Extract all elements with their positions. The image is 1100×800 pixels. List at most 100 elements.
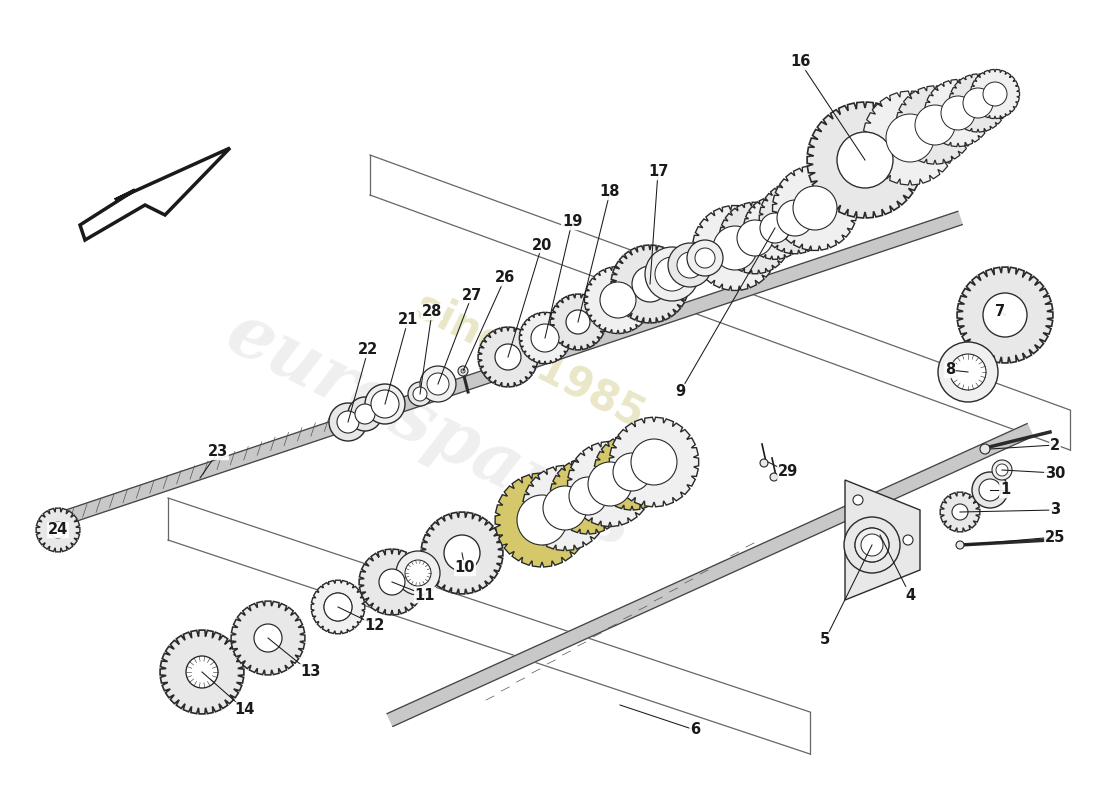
Circle shape bbox=[632, 266, 668, 302]
Text: 1: 1 bbox=[1000, 482, 1010, 498]
Circle shape bbox=[760, 213, 790, 243]
Circle shape bbox=[329, 403, 367, 441]
Text: 28: 28 bbox=[421, 305, 442, 319]
Polygon shape bbox=[845, 480, 920, 600]
Text: 7: 7 bbox=[994, 305, 1005, 319]
Text: 22: 22 bbox=[358, 342, 378, 358]
Circle shape bbox=[254, 624, 282, 652]
Circle shape bbox=[852, 495, 864, 505]
Circle shape bbox=[324, 593, 352, 621]
Text: 10: 10 bbox=[454, 561, 475, 575]
Circle shape bbox=[379, 569, 405, 595]
Circle shape bbox=[668, 243, 712, 287]
Circle shape bbox=[938, 342, 998, 402]
Circle shape bbox=[777, 200, 813, 236]
Polygon shape bbox=[970, 70, 1020, 118]
Circle shape bbox=[688, 240, 723, 276]
Circle shape bbox=[676, 252, 703, 278]
Circle shape bbox=[531, 324, 559, 352]
Polygon shape bbox=[231, 601, 305, 675]
Circle shape bbox=[600, 282, 636, 318]
Polygon shape bbox=[421, 512, 503, 594]
Circle shape bbox=[855, 528, 889, 562]
Polygon shape bbox=[568, 442, 652, 526]
Circle shape bbox=[50, 522, 66, 538]
Circle shape bbox=[613, 453, 651, 491]
Polygon shape bbox=[387, 424, 1033, 726]
Text: 11: 11 bbox=[415, 587, 436, 602]
Circle shape bbox=[979, 479, 1001, 501]
Polygon shape bbox=[522, 466, 607, 550]
Text: 19: 19 bbox=[562, 214, 582, 230]
Polygon shape bbox=[940, 492, 980, 532]
Text: 12: 12 bbox=[365, 618, 385, 633]
Circle shape bbox=[337, 411, 359, 433]
Text: 4: 4 bbox=[905, 587, 915, 602]
Circle shape bbox=[760, 459, 768, 467]
Polygon shape bbox=[495, 473, 588, 567]
Text: 24: 24 bbox=[48, 522, 68, 538]
Text: 27: 27 bbox=[462, 287, 482, 302]
Circle shape bbox=[844, 517, 900, 573]
Circle shape bbox=[996, 464, 1008, 476]
Polygon shape bbox=[311, 580, 365, 634]
Circle shape bbox=[517, 495, 566, 545]
Circle shape bbox=[324, 593, 352, 621]
Circle shape bbox=[983, 82, 1006, 106]
Circle shape bbox=[972, 472, 1008, 508]
Circle shape bbox=[770, 473, 778, 481]
Circle shape bbox=[371, 390, 399, 418]
Text: eurospares: eurospares bbox=[214, 297, 646, 563]
Circle shape bbox=[837, 132, 893, 188]
Circle shape bbox=[952, 504, 968, 520]
Polygon shape bbox=[772, 166, 857, 250]
Circle shape bbox=[461, 369, 465, 373]
Circle shape bbox=[855, 528, 889, 562]
Polygon shape bbox=[693, 206, 778, 290]
Circle shape bbox=[420, 366, 456, 402]
Circle shape bbox=[365, 384, 405, 424]
Circle shape bbox=[852, 555, 864, 565]
Circle shape bbox=[569, 477, 607, 515]
Text: since 1985: since 1985 bbox=[408, 284, 651, 436]
Polygon shape bbox=[895, 86, 975, 164]
Circle shape bbox=[427, 373, 449, 395]
Polygon shape bbox=[612, 245, 689, 323]
Circle shape bbox=[713, 226, 757, 270]
Circle shape bbox=[396, 551, 440, 595]
Circle shape bbox=[458, 366, 468, 376]
Polygon shape bbox=[594, 434, 670, 510]
Circle shape bbox=[543, 486, 587, 530]
Circle shape bbox=[980, 444, 990, 454]
Polygon shape bbox=[36, 508, 80, 552]
Circle shape bbox=[495, 344, 521, 370]
Text: 6: 6 bbox=[690, 722, 700, 738]
Text: 25: 25 bbox=[1045, 530, 1065, 545]
Polygon shape bbox=[359, 549, 425, 615]
Polygon shape bbox=[584, 266, 651, 334]
Polygon shape bbox=[550, 294, 606, 350]
Text: 14: 14 bbox=[234, 702, 255, 718]
Polygon shape bbox=[744, 197, 806, 259]
Polygon shape bbox=[56, 211, 962, 526]
Circle shape bbox=[956, 541, 964, 549]
Circle shape bbox=[861, 534, 883, 556]
Text: 20: 20 bbox=[531, 238, 552, 253]
Text: 8: 8 bbox=[945, 362, 955, 378]
Polygon shape bbox=[80, 148, 230, 240]
Circle shape bbox=[412, 387, 427, 401]
Polygon shape bbox=[949, 74, 1006, 132]
Text: 9: 9 bbox=[675, 385, 685, 399]
Circle shape bbox=[355, 404, 375, 424]
Circle shape bbox=[186, 656, 218, 688]
Text: 5: 5 bbox=[820, 633, 830, 647]
Text: 13: 13 bbox=[300, 665, 320, 679]
Text: 26: 26 bbox=[495, 270, 515, 286]
Text: 16: 16 bbox=[790, 54, 811, 70]
Polygon shape bbox=[609, 418, 698, 506]
Circle shape bbox=[886, 114, 934, 162]
Polygon shape bbox=[864, 91, 957, 185]
Circle shape bbox=[983, 293, 1027, 337]
Circle shape bbox=[408, 382, 432, 406]
Polygon shape bbox=[957, 267, 1053, 363]
